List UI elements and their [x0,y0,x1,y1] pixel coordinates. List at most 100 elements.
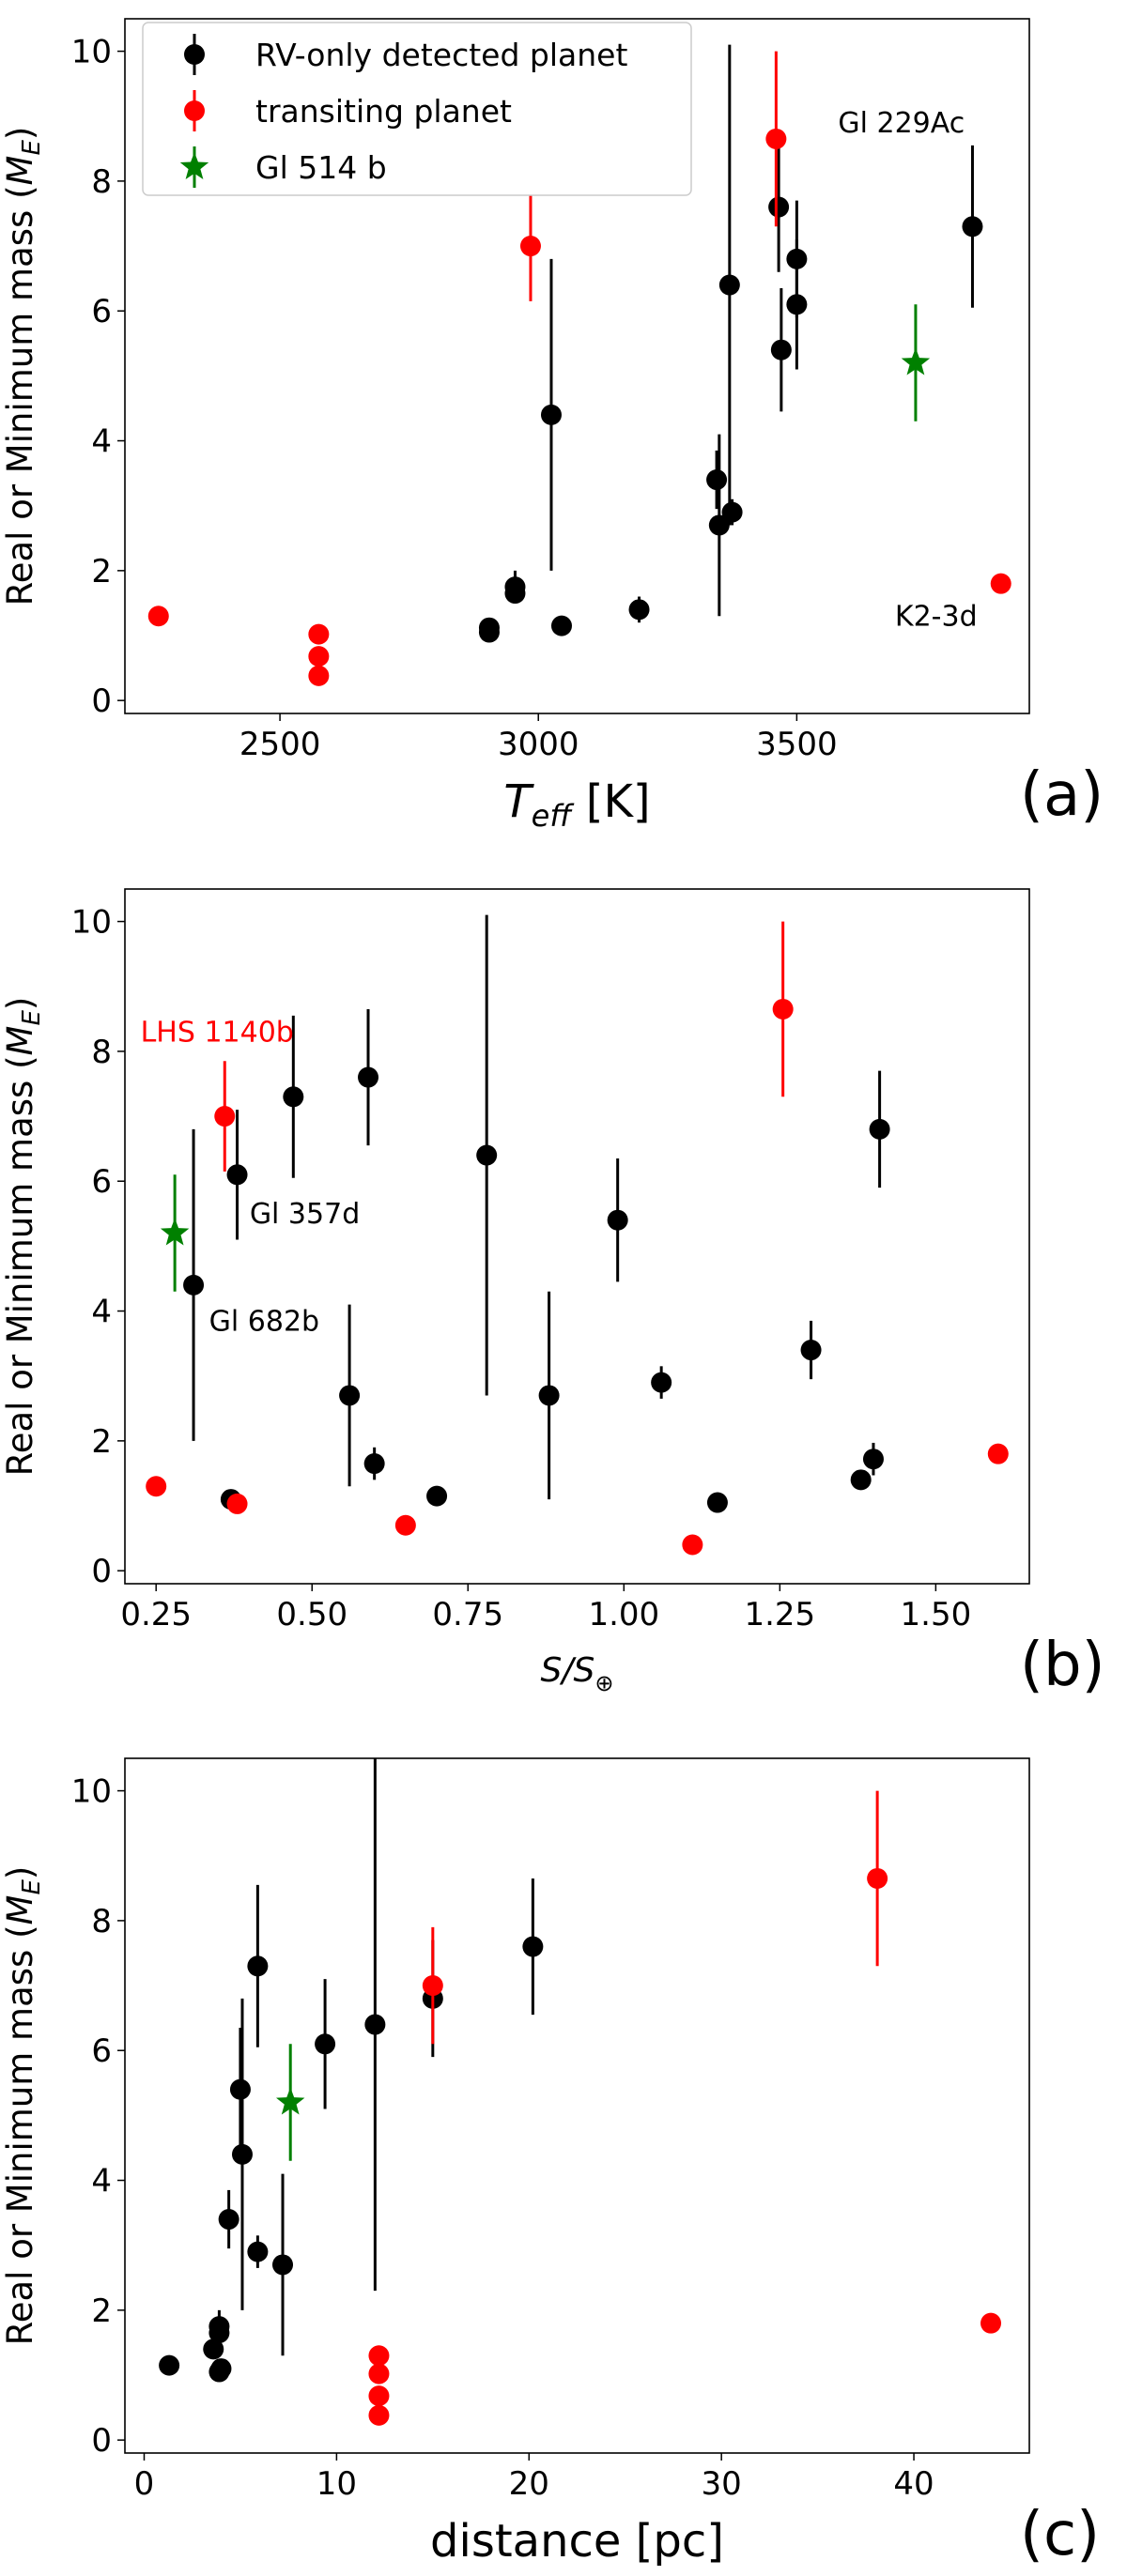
data-point [308,623,330,645]
y-tick-label: 0 [91,1553,112,1590]
plot-frame [124,1757,1030,2454]
data-point [538,1385,560,1406]
data-point [962,216,983,238]
panel-label: (c) [1020,2500,1100,2569]
data-point [867,1867,888,1889]
data-point [210,2358,232,2380]
y-axis-label: Real or Minimum mass (ME) [0,127,46,606]
x-tick-label: 1.00 [588,1596,659,1633]
data-point [990,573,1011,594]
y-tick-label: 4 [91,423,112,461]
data-point [651,1372,672,1393]
data-point [308,665,330,686]
y-tick-label: 6 [91,293,112,330]
data-point [226,1164,248,1186]
legend-entry: Gl 514 b [179,146,387,188]
x-tick-label: 3000 [498,726,579,763]
y-tick-label: 6 [91,2032,112,2070]
series-transiting-planet [146,921,1009,1556]
plot-frame [124,888,1030,1585]
data-point [364,2014,386,2035]
y-tick-label: 4 [91,2163,112,2200]
panel-label: (a) [1020,760,1104,830]
data-point [504,576,526,598]
series-transiting-planet [147,51,1011,686]
data-point [786,294,808,315]
data-point [159,2354,180,2376]
panel-label: (b) [1020,1631,1105,1700]
y-tick-label: 10 [71,1773,112,1811]
data-point [850,1469,872,1491]
data-point [706,469,728,491]
data-point [368,2385,390,2407]
annotation: K2-3d [895,601,978,634]
x-axis-label: Teff [K] [503,775,650,834]
data-point [147,606,169,627]
data-point [478,617,500,638]
data-point [550,615,572,636]
legend-marker [184,44,205,65]
data-point [368,2404,390,2426]
x-axis-label: distance [pc] [430,2515,724,2568]
data-point [229,2078,251,2100]
data-point [368,2363,390,2384]
legend-marker [184,100,205,121]
x-tick-label: 1.25 [744,1596,815,1633]
y-tick-label: 2 [91,1423,112,1461]
data-point [800,1340,822,1361]
panel-b: 0 2 4 6 8 10 0.25 0.50 0.75 1.00 1.25 1.50 Real or M… [0,888,1105,1700]
data-point [628,599,650,621]
data-point [203,2338,224,2360]
data-point [522,1936,544,1957]
legend-label: transiting planet [255,93,512,130]
data-point [422,1975,443,1997]
data-point [208,2316,230,2338]
data-point [519,236,541,257]
legend-entry: transiting planet [184,90,512,131]
y-tick-label: 2 [91,553,112,590]
legend-entry: RV-only detected planet [184,34,627,75]
data-point [214,1106,236,1127]
panel-a: 0 2 4 6 8 10 2500 3000 3500 Real or Minimum mass … [0,18,1104,834]
series-rv-only-detected-planet [159,1758,544,2383]
data-point [476,1144,498,1166]
data-point [706,1492,728,1513]
data-point [231,2143,253,2165]
data-point-star [275,2087,305,2115]
data-point [146,1476,167,1497]
y-tick-label: 8 [91,1903,112,1940]
data-point [862,1449,884,1470]
annotation: Gl 357d [250,1198,360,1231]
data-point [682,1534,703,1556]
data-point-star [160,1218,190,1246]
y-tick-label: 0 [91,682,112,720]
data-point [368,2345,390,2367]
x-tick-label: 2500 [239,726,321,763]
y-tick-label: 10 [71,904,112,942]
data-point [247,2241,269,2262]
data-point [718,274,740,296]
x-tick-label: 3500 [756,726,838,763]
y-tick-label: 4 [91,1294,112,1331]
y-axis-label: Real or Minimum mass (ME) [0,1866,46,2346]
x-tick-label: 1.50 [901,1596,972,1633]
data-point [708,514,730,536]
series-transiting-planet [368,1790,1002,2426]
x-tick-label: 0 [134,2465,155,2503]
panel-c: 0 2 4 6 8 10 0 10 20 30 40 Real or Minimum mass (ME… [0,1757,1100,2569]
data-point [772,998,794,1020]
legend-marker-star [179,152,209,179]
series-gl-514-b [901,304,931,422]
data-point [980,2312,1002,2334]
x-tick-label: 10 [316,2465,357,2503]
data-point [339,1385,361,1406]
data-point [308,646,330,667]
series-rv-only-detected-planet [183,914,890,1513]
data-point [987,1443,1009,1464]
data-point [363,1453,385,1475]
x-tick-label: 20 [509,2465,549,2503]
annotation: Gl 682b [209,1305,319,1338]
legend: RV-only detected planet transiting planet… [142,22,692,196]
x-tick-label: 0.25 [120,1596,192,1633]
